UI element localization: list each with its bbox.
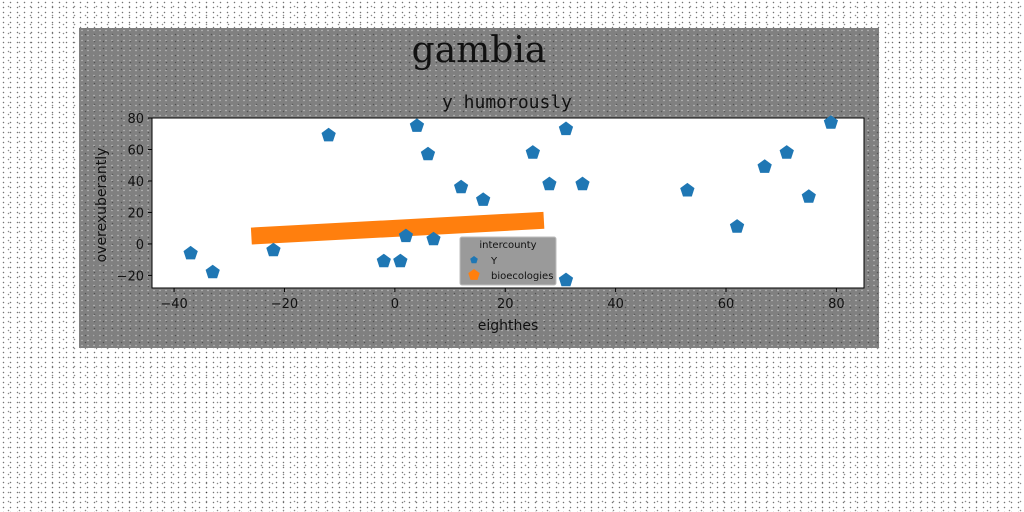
y-tick-label--20: −20 xyxy=(117,269,144,284)
scatter-point-12 xyxy=(525,145,540,159)
scatter-point-6 xyxy=(398,228,413,243)
scatter-point-1 xyxy=(205,264,220,279)
scatter-point-11 xyxy=(476,192,491,206)
legend-marker-bioecologies xyxy=(468,269,480,280)
y-tick-label-20: 20 xyxy=(127,206,144,221)
legend-marker-y xyxy=(470,256,478,264)
scatter-point-16 xyxy=(575,176,590,191)
scatter-point-18 xyxy=(729,219,745,233)
scatter-point-4 xyxy=(376,253,391,268)
scatter-point-5 xyxy=(393,253,408,268)
x-tick-label-40: 40 xyxy=(607,297,624,312)
y-tick-label-80: 80 xyxy=(127,112,144,127)
legend-box xyxy=(459,236,557,286)
x-tick-label-60: 60 xyxy=(718,297,735,312)
scatter-point-17 xyxy=(680,182,695,197)
scatter-point-15 xyxy=(558,272,574,287)
legend-label-bioecologies: bioecologies xyxy=(491,271,553,282)
x-tick-label--20: −20 xyxy=(271,297,298,312)
axis-layer: −40 −20 0 20 40 60 80 −20 0 20 40 60 80 xyxy=(117,112,845,312)
scatter-point-21 xyxy=(801,189,816,203)
y-tick-label-0: 0 xyxy=(136,238,144,253)
legend-label-y: Y xyxy=(490,256,498,267)
series-bioecologies-line xyxy=(250,211,545,245)
y-tick-label-40: 40 xyxy=(127,175,144,190)
x-tick-label-80: 80 xyxy=(828,297,845,312)
scatter-point-13 xyxy=(542,176,557,191)
x-tick-label-0: 0 xyxy=(391,297,399,312)
x-tick-label-20: 20 xyxy=(497,297,514,312)
scatter-point-22 xyxy=(823,115,838,129)
scatter-point-3 xyxy=(321,127,336,142)
scatter-point-20 xyxy=(779,145,794,159)
chart-title: y humorously xyxy=(442,92,572,113)
scatter-point-10 xyxy=(454,179,469,194)
scatter-point-19 xyxy=(757,159,772,173)
y-tick-label-60: 60 xyxy=(127,143,144,158)
y-axis-title: overexuberantly xyxy=(94,148,110,263)
x-tick-label--40: −40 xyxy=(160,297,187,312)
scatter-point-2 xyxy=(266,242,281,257)
marks-layer xyxy=(183,115,838,287)
figure-title: gambia xyxy=(411,30,547,71)
scatter-point-9 xyxy=(426,231,441,246)
scatter-point-8 xyxy=(420,146,436,161)
legend: intercounty Y bioecologies xyxy=(459,236,557,286)
figure: gambia y humorously −40 −20 0 20 40 60 80 −20 0 2… xyxy=(79,28,879,348)
scatter-point-0 xyxy=(183,245,198,260)
scatter-chart: y humorously −40 −20 0 20 40 60 80 −20 0 20 40 60 80… xyxy=(94,92,865,334)
legend-title: intercounty xyxy=(479,240,536,251)
scatter-point-14 xyxy=(558,121,574,136)
x-axis-title: eighthes xyxy=(478,318,539,334)
scatter-point-7 xyxy=(409,118,425,132)
